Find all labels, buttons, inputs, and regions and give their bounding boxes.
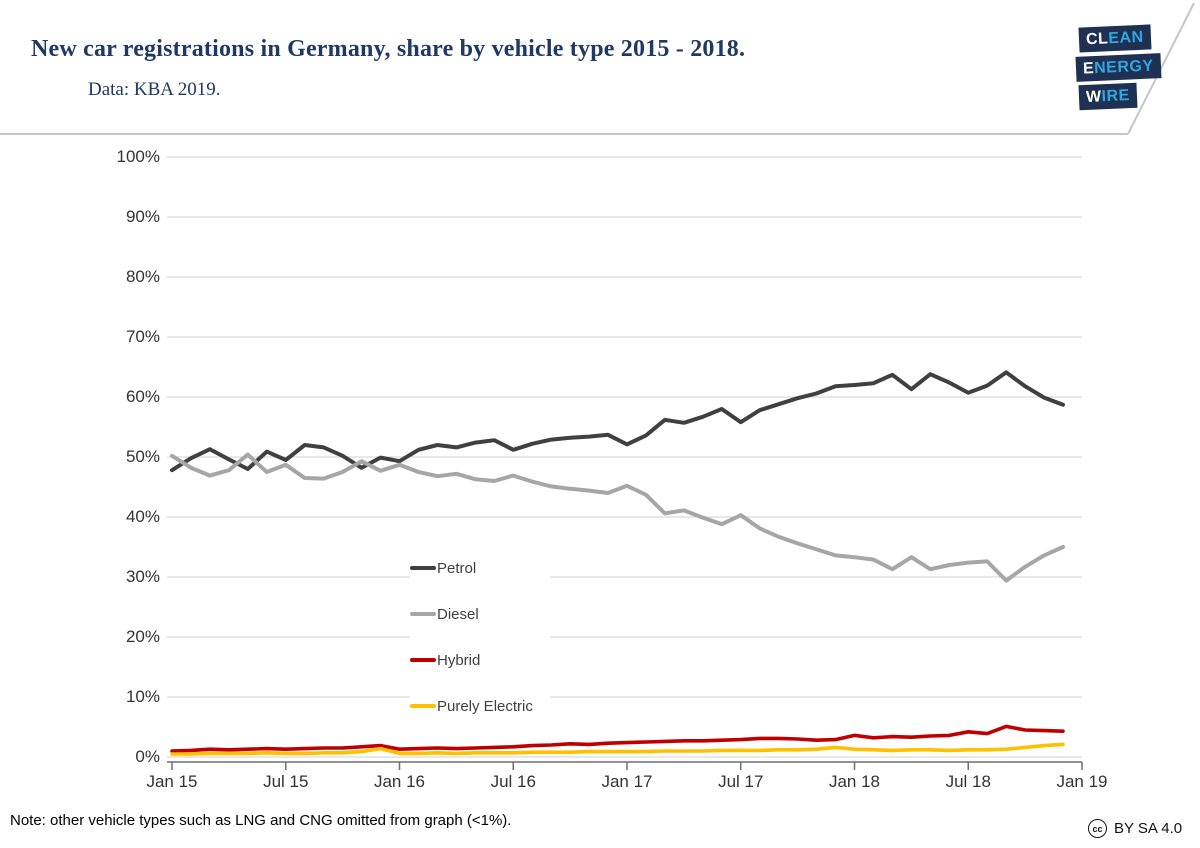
y-tick-label-30%: 30% <box>125 567 160 586</box>
series-line-purely-electric <box>170 742 1065 756</box>
data-source-subtitle: Data: KBA 2019. <box>88 79 221 100</box>
x-tick-label-Jan-18: Jan 18 <box>828 772 881 791</box>
y-tick-label-80%: 80% <box>125 267 160 286</box>
legend-label-purely-electric: Purely Electric <box>437 697 533 715</box>
x-tick-label-Jan-19: Jan 19 <box>1056 772 1108 791</box>
y-tick-label-90%: 90% <box>125 207 160 226</box>
legend-swatch-purely-electric <box>410 704 436 708</box>
cc-license-badge: cc BY SA 4.0 <box>1088 819 1182 838</box>
legend-label-hybrid: Hybrid <box>437 651 481 669</box>
y-tick-label-10%: 10% <box>125 687 160 706</box>
legend-item-purely-electric: Purely Electric <box>410 696 550 716</box>
legend-label-diesel: Diesel <box>437 605 479 623</box>
legend-swatch-hybrid <box>410 658 436 662</box>
legend-swatch-diesel <box>410 612 436 616</box>
creative-commons-icon: cc <box>1088 819 1107 838</box>
x-tick-label-Jul-18: Jul 18 <box>945 772 991 791</box>
y-tick-label-100%: 100% <box>116 147 160 166</box>
header-border-decoration <box>0 2 1195 135</box>
y-tick-label-50%: 50% <box>125 447 160 466</box>
legend-item-diesel: Diesel <box>410 604 550 624</box>
legend-item-hybrid: Hybrid <box>410 650 550 670</box>
series-line-hybrid <box>170 724 1065 753</box>
legend-swatch-petrol <box>410 566 436 570</box>
x-tick-label-Jul-17: Jul 17 <box>718 772 764 791</box>
series-line-diesel <box>170 452 1065 583</box>
x-tick-label-Jul-16: Jul 16 <box>490 772 536 791</box>
x-tick-label-Jan-15: Jan 15 <box>146 772 198 791</box>
chart-legend: Petrol Diesel Hybrid Purely Electric <box>410 556 550 718</box>
license-label: BY SA 4.0 <box>1114 820 1183 837</box>
legend-label-petrol: Petrol <box>437 559 477 577</box>
footnote: Note: other vehicle types such as LNG an… <box>10 812 512 829</box>
series-line-petrol <box>170 370 1065 473</box>
y-tick-label-70%: 70% <box>125 327 160 346</box>
y-tick-label-60%: 60% <box>125 387 160 406</box>
y-tick-label-20%: 20% <box>125 627 160 646</box>
y-tick-label-0%: 0% <box>135 747 160 766</box>
x-tick-label-Jan-17: Jan 17 <box>601 772 653 791</box>
page-title: New car registrations in Germany, share … <box>31 36 746 62</box>
x-tick-label-Jul-15: Jul 15 <box>263 772 309 791</box>
y-tick-label-40%: 40% <box>125 507 160 526</box>
legend-item-petrol: Petrol <box>410 558 550 578</box>
x-tick-label-Jan-16: Jan 16 <box>373 772 426 791</box>
